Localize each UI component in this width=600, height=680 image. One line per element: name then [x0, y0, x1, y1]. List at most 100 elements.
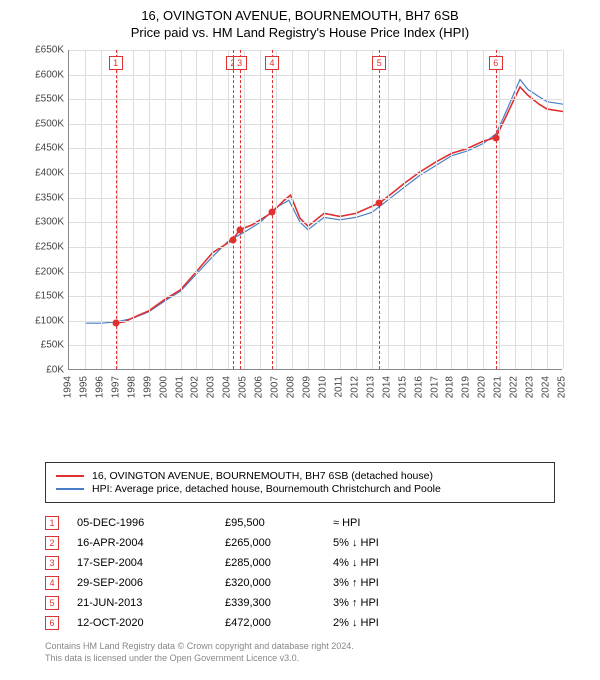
gridline-vertical [372, 50, 373, 369]
x-axis-tick-label: 1999 [142, 376, 153, 398]
y-axis-tick-label: £250K [22, 241, 64, 252]
gridline-vertical [133, 50, 134, 369]
gridline-vertical [499, 50, 500, 369]
sale-hpi-delta: 5% ↓ HPI [333, 537, 453, 549]
chart-area: 123456 £0K£50K£100K£150K£200K£250K£300K£… [20, 50, 580, 410]
sale-index-badge: 4 [45, 576, 59, 590]
gridline-horizontal [69, 272, 562, 273]
y-axis-tick-label: £150K [22, 291, 64, 302]
sale-event-marker: 6 [489, 56, 503, 70]
x-axis-tick-label: 2000 [158, 376, 169, 398]
gridline-vertical [276, 50, 277, 369]
y-axis-tick-label: £50K [22, 340, 64, 351]
sale-event-dot [269, 209, 276, 216]
sale-price: £265,000 [225, 537, 315, 549]
x-axis-tick-label: 2018 [445, 376, 456, 398]
gridline-vertical [531, 50, 532, 369]
x-axis-tick-label: 2023 [525, 376, 536, 398]
x-axis-tick-label: 2008 [286, 376, 297, 398]
sale-hpi-delta: 2% ↓ HPI [333, 617, 453, 629]
sale-price: £320,000 [225, 577, 315, 589]
gridline-vertical [244, 50, 245, 369]
x-axis-tick-label: 2006 [254, 376, 265, 398]
x-axis-tick-label: 2001 [174, 376, 185, 398]
sale-hpi-delta: 4% ↓ HPI [333, 557, 453, 569]
sale-price: £95,500 [225, 517, 315, 529]
y-axis-tick-label: £650K [22, 45, 64, 56]
footer-line2: This data is licensed under the Open Gov… [45, 653, 555, 665]
sale-index-badge: 2 [45, 536, 59, 550]
x-axis-tick-label: 2003 [206, 376, 217, 398]
sale-event-line [379, 50, 380, 369]
legend-swatch [56, 475, 84, 477]
sales-table-row: 429-SEP-2006£320,0003% ↑ HPI [45, 573, 555, 593]
legend-item: 16, OVINGTON AVENUE, BOURNEMOUTH, BH7 6S… [56, 470, 544, 482]
x-axis-tick-label: 2019 [461, 376, 472, 398]
legend-label: 16, OVINGTON AVENUE, BOURNEMOUTH, BH7 6S… [92, 470, 433, 482]
x-axis-tick-label: 2016 [413, 376, 424, 398]
x-axis-tick-label: 2007 [270, 376, 281, 398]
gridline-vertical [467, 50, 468, 369]
gridline-vertical [436, 50, 437, 369]
sale-event-dot [236, 226, 243, 233]
plot-area: 123456 [68, 50, 562, 370]
gridline-horizontal [69, 296, 562, 297]
gridline-horizontal [69, 99, 562, 100]
sale-event-line [233, 50, 234, 369]
y-axis-tick-label: £500K [22, 118, 64, 129]
sale-index-badge: 5 [45, 596, 59, 610]
gridline-vertical [228, 50, 229, 369]
gridline-vertical [85, 50, 86, 369]
x-axis-tick-label: 1995 [78, 376, 89, 398]
sale-date: 17-SEP-2004 [77, 557, 207, 569]
gridline-vertical [420, 50, 421, 369]
gridline-vertical [483, 50, 484, 369]
sale-index-badge: 6 [45, 616, 59, 630]
gridline-vertical [563, 50, 564, 369]
y-axis-tick-label: £0K [22, 365, 64, 376]
chart-container: 16, OVINGTON AVENUE, BOURNEMOUTH, BH7 6S… [0, 0, 600, 680]
x-axis-tick-label: 2002 [190, 376, 201, 398]
y-axis-tick-label: £550K [22, 94, 64, 105]
chart-footer: Contains HM Land Registry data © Crown c… [45, 641, 555, 664]
chart-legend: 16, OVINGTON AVENUE, BOURNEMOUTH, BH7 6S… [45, 462, 555, 503]
gridline-vertical [165, 50, 166, 369]
gridline-vertical [547, 50, 548, 369]
x-axis-tick-label: 2004 [222, 376, 233, 398]
x-axis-tick-label: 2013 [365, 376, 376, 398]
sale-date: 12-OCT-2020 [77, 617, 207, 629]
chart-title-address: 16, OVINGTON AVENUE, BOURNEMOUTH, BH7 6S… [12, 8, 588, 23]
gridline-vertical [308, 50, 309, 369]
gridline-horizontal [69, 198, 562, 199]
gridline-vertical [356, 50, 357, 369]
x-axis-tick-label: 2022 [509, 376, 520, 398]
sales-table-row: 105-DEC-1996£95,500≈ HPI [45, 513, 555, 533]
sale-date: 21-JUN-2013 [77, 597, 207, 609]
sales-table-row: 612-OCT-2020£472,0002% ↓ HPI [45, 613, 555, 633]
gridline-horizontal [69, 75, 562, 76]
x-axis-tick-label: 2025 [557, 376, 568, 398]
gridline-horizontal [69, 50, 562, 51]
sales-table-row: 216-APR-2004£265,0005% ↓ HPI [45, 533, 555, 553]
x-axis-tick-label: 2010 [317, 376, 328, 398]
gridline-horizontal [69, 247, 562, 248]
sale-index-badge: 1 [45, 516, 59, 530]
sale-event-dot [229, 236, 236, 243]
x-axis-tick-label: 2011 [333, 376, 344, 398]
x-axis-tick-label: 1997 [110, 376, 121, 398]
sale-hpi-delta: ≈ HPI [333, 517, 453, 529]
x-axis-tick-label: 2009 [302, 376, 313, 398]
gridline-vertical [292, 50, 293, 369]
x-axis-tick-label: 1996 [94, 376, 105, 398]
gridline-horizontal [69, 321, 562, 322]
sale-price: £339,300 [225, 597, 315, 609]
x-axis-tick-label: 2017 [429, 376, 440, 398]
x-axis-tick-label: 1998 [126, 376, 137, 398]
chart-lines-svg [69, 50, 563, 370]
x-axis-tick-label: 2021 [493, 376, 504, 398]
gridline-horizontal [69, 173, 562, 174]
sale-event-dot [376, 199, 383, 206]
x-axis-tick-label: 2020 [477, 376, 488, 398]
sale-event-marker: 1 [109, 56, 123, 70]
gridline-horizontal [69, 345, 562, 346]
